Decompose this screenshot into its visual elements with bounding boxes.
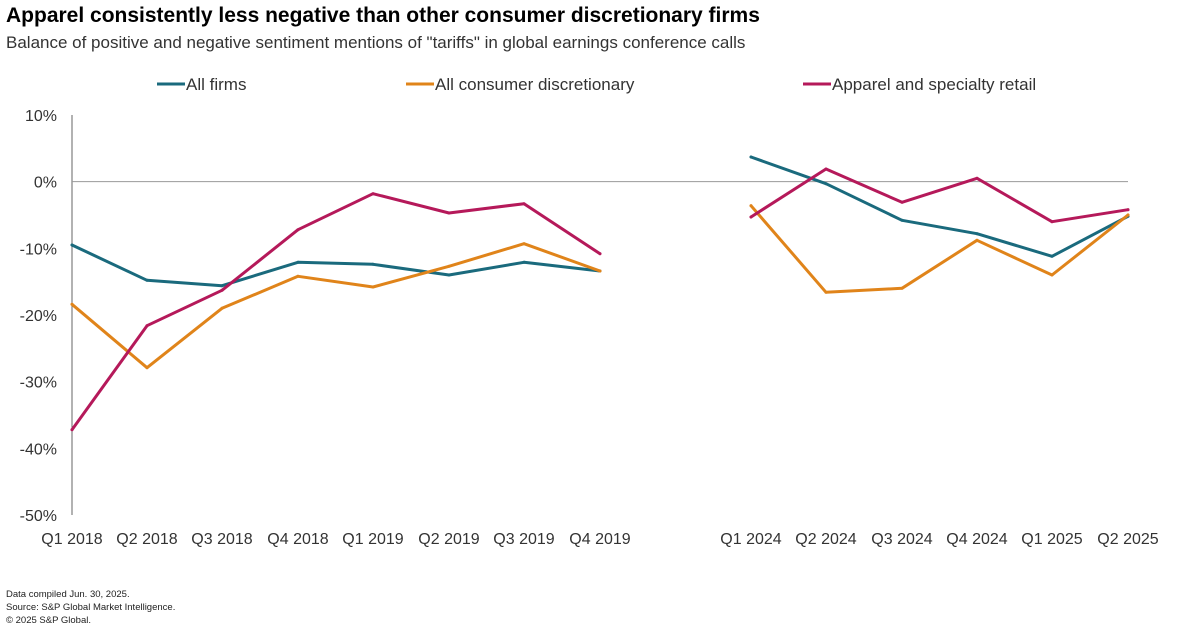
y-tick-label: -50%	[20, 508, 57, 525]
data-point	[220, 288, 224, 292]
data-point	[824, 290, 828, 294]
data-point	[749, 155, 753, 159]
data-point	[371, 285, 375, 289]
source-notes: Data compiled Jun. 30, 2025. Source: S&P…	[6, 588, 175, 627]
data-point	[522, 202, 526, 206]
x-tick-label: Q1 2025	[1021, 531, 1082, 548]
data-compiled-note: Data compiled Jun. 30, 2025.	[6, 589, 130, 600]
data-point	[371, 262, 375, 266]
data-point	[1126, 213, 1130, 217]
data-point	[522, 260, 526, 264]
data-point	[900, 200, 904, 204]
x-tick-label: Q4 2019	[569, 531, 630, 548]
legend-label: Apparel and specialty retail	[832, 75, 1036, 94]
data-point	[145, 278, 149, 282]
data-point	[70, 428, 74, 432]
data-point	[824, 182, 828, 186]
legend-label: All consumer discretionary	[435, 75, 635, 94]
y-tick-label: -30%	[20, 375, 57, 392]
data-point	[749, 204, 753, 208]
x-axis-tick-labels: Q1 2018 Q2 2018 Q3 2018 Q4 2018 Q1 2019 Q2 20…	[41, 531, 1158, 548]
x-tick-label: Q1 2024	[720, 531, 781, 548]
legend-label: All firms	[186, 75, 246, 94]
data-point	[975, 238, 979, 242]
data-point	[900, 286, 904, 290]
data-point	[1050, 273, 1054, 277]
data-point	[975, 232, 979, 236]
x-tick-label: Q3 2018	[191, 531, 252, 548]
y-tick-label: 0%	[34, 175, 57, 192]
x-tick-label: Q1 2018	[41, 531, 102, 548]
series-apparel-and-specialty-retail	[70, 167, 1130, 432]
data-point	[220, 306, 224, 310]
data-point	[70, 243, 74, 247]
series-all-firms	[70, 155, 1130, 288]
chart-title: Apparel consistently less negative than …	[6, 4, 760, 27]
legend: All firms All consumer discretionary Appar…	[157, 75, 1036, 94]
y-tick-label: -40%	[20, 441, 57, 458]
x-tick-label: Q4 2024	[946, 531, 1007, 548]
series-line-segment	[70, 242, 602, 370]
source-note: Source: S&P Global Market Intelligence.	[6, 602, 176, 613]
data-point	[296, 228, 300, 232]
series-lines	[70, 155, 1130, 432]
data-point	[900, 218, 904, 222]
x-tick-label: Q2 2019	[418, 531, 479, 548]
data-point	[522, 242, 526, 246]
data-point	[824, 167, 828, 171]
data-point	[749, 215, 753, 219]
data-point	[296, 260, 300, 264]
x-tick-label: Q2 2024	[795, 531, 856, 548]
legend-item: All consumer discretionary	[406, 75, 635, 94]
y-tick-label: -10%	[20, 241, 57, 258]
x-tick-label: Q4 2018	[267, 531, 328, 548]
y-tick-label: 10%	[25, 108, 57, 125]
series-line-segment	[749, 155, 1130, 258]
data-point	[296, 274, 300, 278]
series-line-segment	[70, 192, 602, 432]
y-tick-label: -20%	[20, 308, 57, 325]
series-line-segment	[70, 243, 602, 288]
data-point	[70, 302, 74, 306]
legend-item: All firms	[157, 75, 246, 94]
series-all-consumer-discretionary	[70, 204, 1130, 370]
x-tick-label: Q1 2019	[342, 531, 403, 548]
data-point	[220, 284, 224, 288]
data-point	[598, 252, 602, 256]
data-point	[598, 269, 602, 273]
copyright-note: © 2025 S&P Global.	[6, 615, 91, 626]
x-tick-label: Q3 2024	[871, 531, 932, 548]
series-line-segment	[749, 204, 1130, 294]
data-point	[145, 366, 149, 370]
legend-item: Apparel and specialty retail	[803, 75, 1036, 94]
data-point	[447, 273, 451, 277]
data-point	[1050, 220, 1054, 224]
data-point	[1126, 208, 1130, 212]
chart-subtitle: Balance of positive and negative sentime…	[6, 33, 746, 52]
data-point	[975, 176, 979, 180]
data-point	[447, 211, 451, 215]
series-line-segment	[749, 167, 1130, 224]
x-tick-label: Q2 2025	[1097, 531, 1158, 548]
data-point	[145, 324, 149, 328]
data-point	[371, 192, 375, 196]
y-axis-tick-labels: 10% 0% -10% -20% -30% -40% -50%	[20, 108, 57, 525]
x-tick-label: Q3 2019	[493, 531, 554, 548]
data-point	[1050, 254, 1054, 258]
x-tick-label: Q2 2018	[116, 531, 177, 548]
data-point	[447, 264, 451, 268]
axes	[71, 115, 1128, 515]
